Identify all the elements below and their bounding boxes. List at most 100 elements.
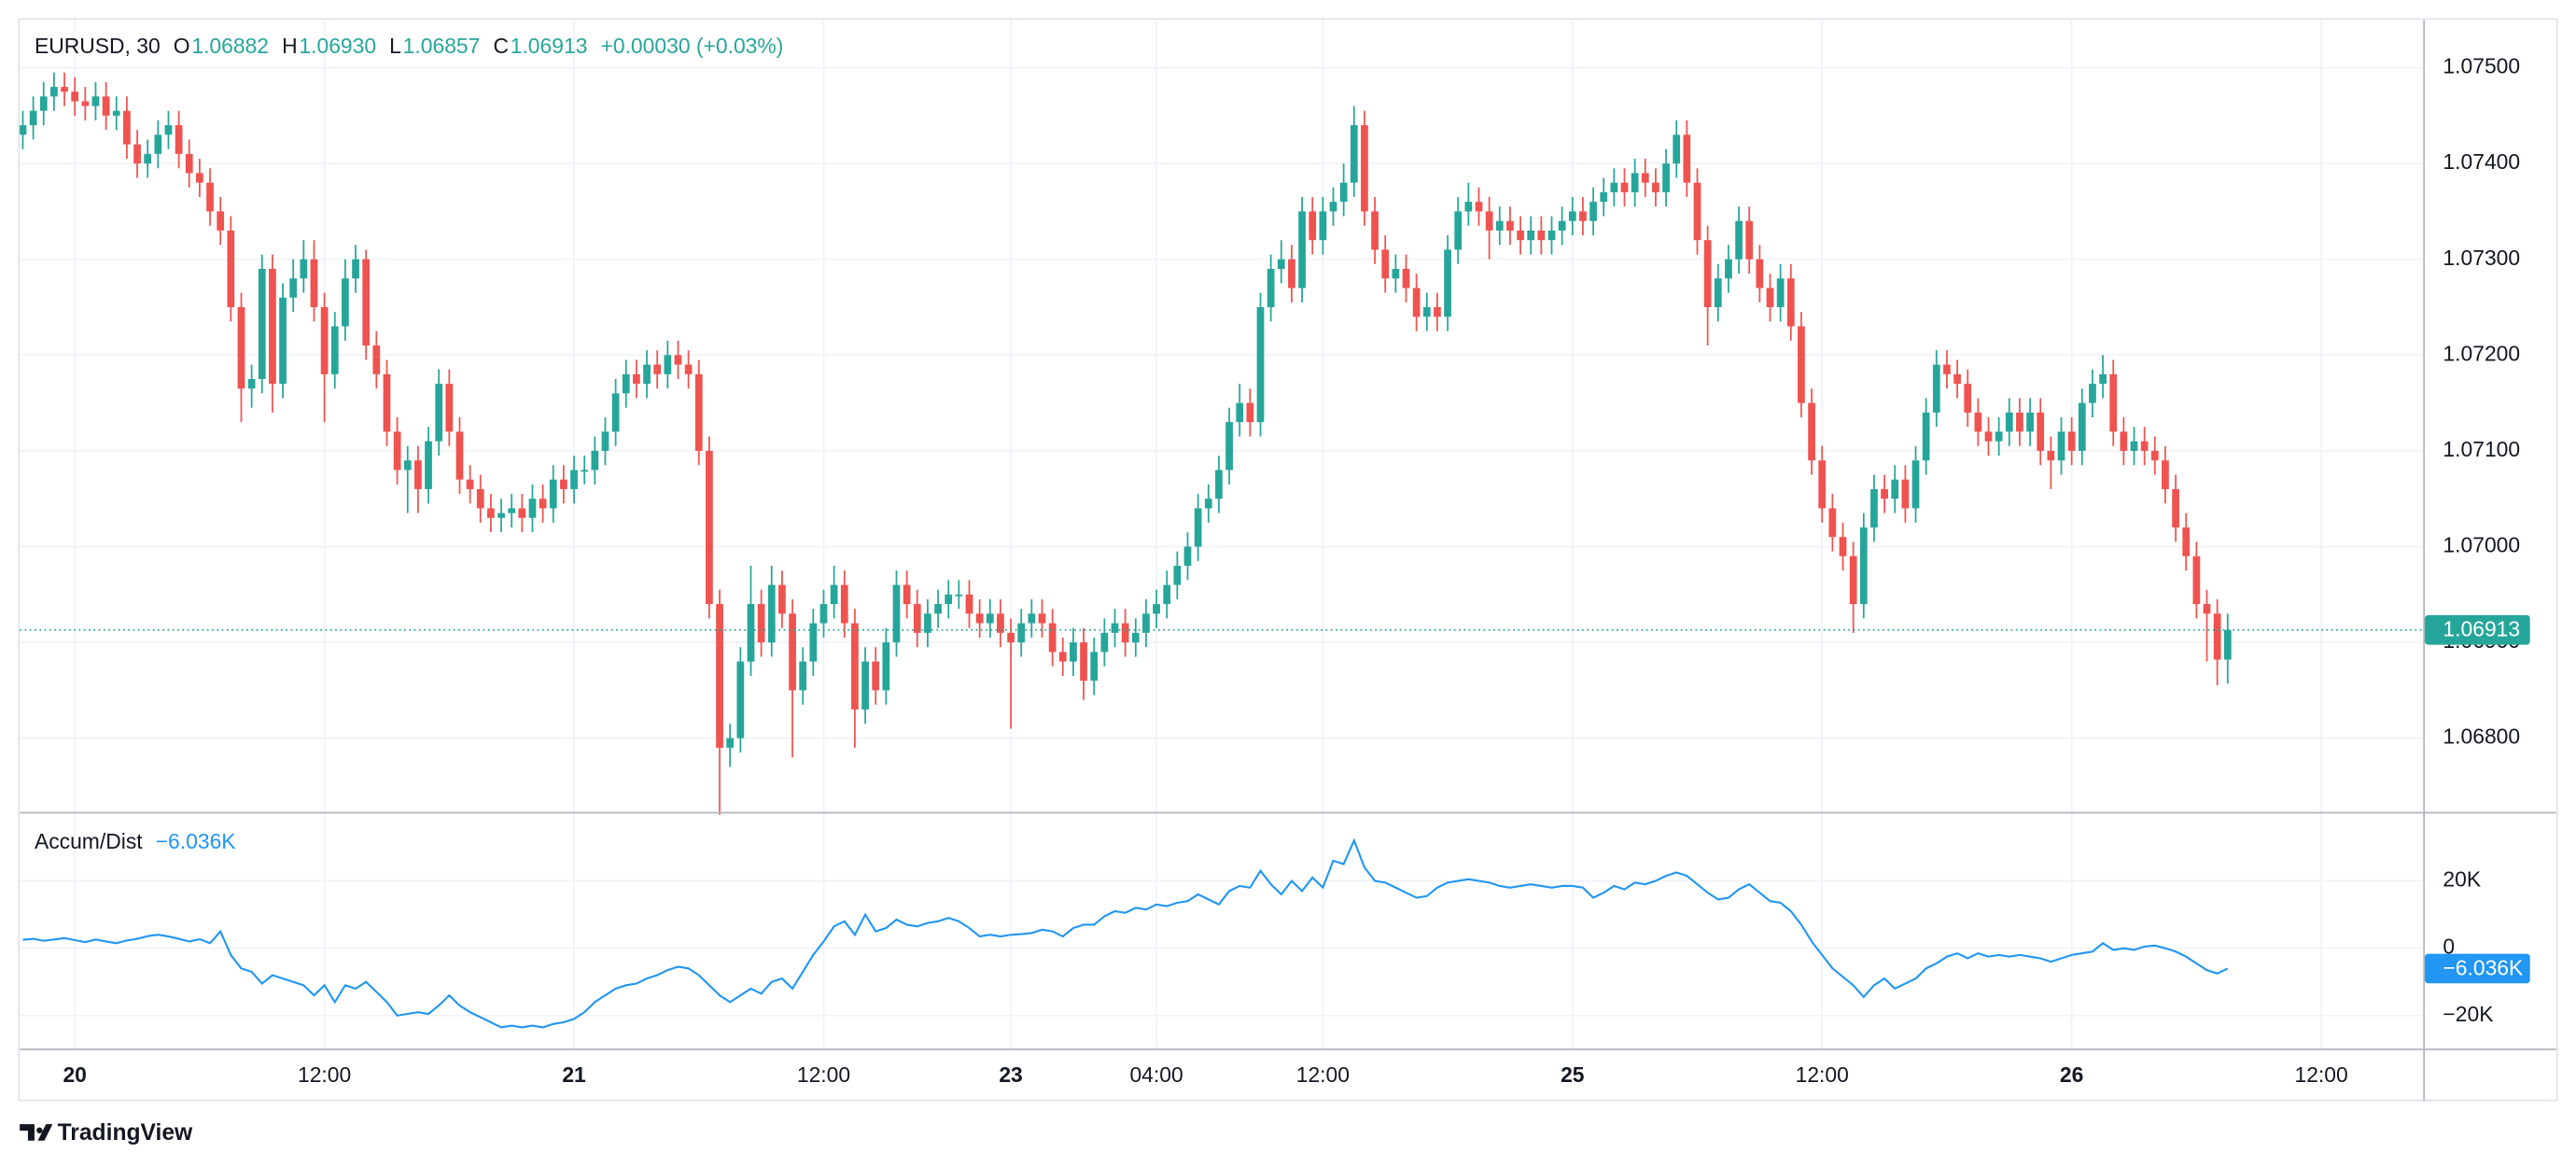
candle-body (289, 278, 298, 298)
candle-body (1131, 632, 1140, 643)
candle-body (934, 604, 942, 614)
candle-body (1080, 642, 1087, 682)
candle-body (726, 738, 735, 748)
last-price-marker (2425, 614, 2530, 645)
legend-text: 1.06930 (299, 34, 376, 58)
candle-body (945, 594, 953, 605)
candle-body (154, 134, 162, 154)
candle-body (508, 508, 516, 513)
candle-body (1371, 211, 1379, 250)
candle-body (50, 87, 58, 97)
candle-body (1786, 278, 1795, 327)
candle-body (1828, 508, 1837, 538)
candle-body (1485, 211, 1493, 231)
candle-body (840, 584, 848, 624)
candle-body (1350, 125, 1358, 183)
candle-body (1922, 412, 1930, 461)
candle-body (2150, 450, 2159, 461)
candle-body (830, 584, 838, 605)
candle-body (819, 604, 828, 624)
candle-body (1048, 623, 1057, 653)
candle-body (1381, 249, 1390, 279)
candle-body (1475, 202, 1483, 212)
candle-body (1153, 604, 1160, 614)
grid-layer (20, 20, 2424, 1049)
candle-body (1017, 623, 1026, 643)
candle-body (175, 125, 183, 154)
candle-body (539, 499, 547, 509)
candle-body (1703, 240, 1712, 308)
y-tick-label: 1.06800 (2443, 724, 2520, 749)
candle-body (882, 642, 890, 691)
candle-body (1911, 460, 1920, 509)
candle-body (965, 594, 973, 614)
candle-body (674, 355, 682, 365)
candle-body (2172, 488, 2179, 527)
legend-text: H (282, 34, 298, 58)
candle-body (747, 604, 755, 662)
candle-body (2109, 373, 2118, 432)
candle-body (1745, 220, 1754, 260)
candle-body (1756, 259, 1764, 288)
candle-body (29, 110, 37, 126)
candle-body (1974, 412, 1982, 432)
candle-body (1620, 182, 1629, 192)
candle-body (1100, 632, 1109, 653)
candle-body (71, 91, 79, 102)
candle-body (1339, 182, 1348, 203)
candle-body (1319, 211, 1327, 241)
candle-body (320, 307, 329, 374)
legend-text: +0.00030 (+0.03%) (601, 34, 784, 58)
candle-body (2089, 384, 2096, 403)
labels-layer: 20 12:00 21 12:00 23 04:00 12:00 25 12:00 26 12:00… (35, 34, 2530, 1087)
candle-body (1111, 623, 1119, 633)
candle-body (1422, 307, 1431, 317)
candle-body (1808, 402, 1815, 461)
legend-text: O (174, 34, 190, 58)
candle-body (2047, 450, 2055, 461)
candle-body (1995, 431, 2003, 442)
candle-body (1434, 307, 1441, 317)
candle-body (767, 584, 776, 643)
candle-body (622, 373, 630, 394)
candle-body (1173, 566, 1182, 585)
candle-body (1256, 307, 1265, 423)
x-tick-label: 20 (63, 1062, 86, 1087)
candle-body (1714, 278, 1722, 308)
indicator-title: Accum/Dist (35, 829, 143, 853)
x-tick-label: 23 (999, 1062, 1022, 1087)
candle-body (1194, 508, 1202, 547)
candle-body (1142, 613, 1150, 633)
candle-body (2067, 431, 2076, 451)
candle-body (279, 297, 287, 385)
candle-body (1859, 527, 1868, 605)
candle-body (1267, 268, 1275, 308)
candle-body (997, 613, 1004, 633)
candle-body (393, 431, 401, 471)
candle-body (2182, 527, 2191, 556)
candle-body (1007, 632, 1015, 643)
candle-body (1090, 652, 1099, 682)
candle-body (2099, 373, 2107, 385)
y-tick-label: 1.07000 (2443, 533, 2520, 557)
candle-body (1495, 220, 1504, 231)
x-tick-label: 12:00 (797, 1062, 850, 1087)
candle-body (664, 355, 672, 374)
candle-body (1568, 211, 1576, 221)
candle-body (1454, 211, 1463, 250)
candle-body (425, 441, 432, 489)
candle-body (736, 661, 745, 738)
candle-body (955, 594, 963, 597)
candle-body (455, 431, 464, 480)
candle-body (1891, 479, 1899, 499)
indicator-value-label: −6.036K (2443, 955, 2523, 979)
candle-body (975, 613, 984, 624)
candle-body (1600, 191, 1608, 203)
candle-body (1236, 402, 1244, 423)
legend-text: EURUSD, 30 (35, 34, 161, 58)
outer-border (18, 18, 2558, 1102)
y-tick-label: −20K (2443, 1002, 2493, 1026)
candle-body (1028, 613, 1036, 624)
candle-body (352, 259, 359, 279)
